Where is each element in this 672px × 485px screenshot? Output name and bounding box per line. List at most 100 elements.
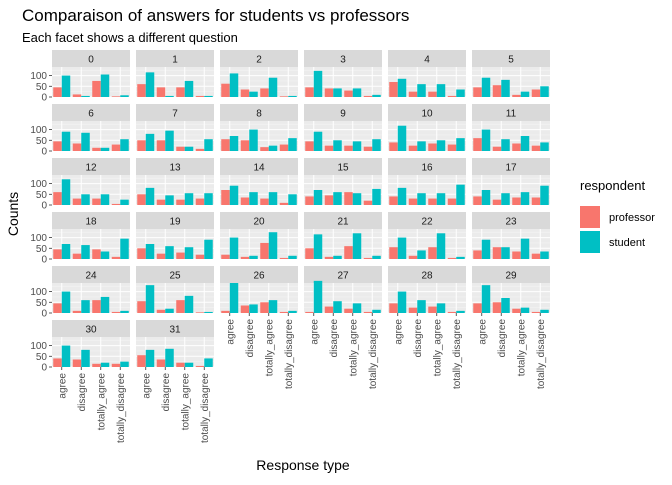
facet-strip (304, 104, 382, 121)
y-tick-label: 50 (36, 136, 48, 147)
facet-strip (472, 212, 550, 229)
bar-professor (221, 139, 230, 151)
bar-student (520, 91, 530, 97)
bar-professor (447, 144, 457, 151)
bar-student (184, 362, 194, 367)
facet-strip (388, 104, 466, 121)
bar-professor (195, 198, 205, 205)
facet-strip (52, 104, 130, 121)
facet-strip (52, 320, 130, 337)
bar-student (145, 72, 155, 97)
bar-professor (221, 190, 230, 205)
x-tick-label: totally_agree (348, 319, 359, 377)
bar-professor (92, 80, 101, 97)
facet-label: 29 (505, 271, 517, 282)
facet-label: 25 (169, 271, 181, 282)
bar-professor (492, 85, 502, 97)
bar-student (333, 255, 342, 259)
bar-student (397, 187, 407, 205)
x-tick-label: totally_agree (264, 319, 275, 377)
facet-label: 3 (340, 55, 346, 66)
bar-professor (408, 307, 418, 313)
legend-key-professor (580, 206, 600, 228)
y-tick-label: 0 (41, 363, 47, 374)
bar-student (481, 77, 491, 97)
bar-student (81, 194, 90, 205)
bar-professor (156, 199, 166, 205)
facet-panel: 31 (136, 320, 214, 368)
facet-strip (52, 50, 130, 67)
bar-student (81, 95, 90, 97)
bar-student (352, 303, 362, 313)
bar-professor (389, 142, 398, 151)
bar-student (372, 139, 381, 151)
bar-student (81, 132, 90, 151)
bar-student (540, 251, 549, 259)
bar-professor (53, 303, 62, 313)
bar-professor (408, 145, 418, 151)
bar-professor (305, 87, 314, 97)
bar-professor (92, 249, 101, 259)
bar-student (372, 188, 381, 205)
bar-student (229, 73, 239, 97)
bar-professor (72, 253, 82, 259)
bar-professor (260, 242, 269, 259)
bar-student (501, 139, 510, 151)
bar-student (145, 244, 155, 259)
bar-professor (512, 251, 521, 259)
bar-student (288, 310, 297, 313)
facet-strip (220, 212, 298, 229)
bar-student (520, 136, 530, 151)
x-tick-label: totally_agree (516, 319, 527, 377)
facet-strip (304, 50, 382, 67)
bar-student (481, 129, 491, 151)
bar-student (313, 280, 323, 313)
bar-professor (428, 306, 437, 313)
bar-professor (447, 95, 457, 97)
bar-professor (408, 255, 418, 259)
bar-student (397, 78, 407, 97)
facet-label: 28 (421, 271, 433, 282)
bar-student (352, 233, 362, 259)
bar-professor (473, 250, 482, 259)
bar-professor (53, 249, 62, 259)
y-tick-label: 0 (41, 201, 47, 212)
bar-student (436, 140, 446, 151)
facet-panel: 9 (304, 104, 382, 152)
bar-student (288, 95, 297, 97)
bar-professor (137, 194, 146, 205)
facet-strip (472, 158, 550, 175)
bar-student (540, 86, 549, 97)
bar-student (120, 139, 129, 151)
facet-label: 22 (421, 217, 433, 228)
facet-panel: 22 (388, 212, 466, 260)
bar-student (456, 184, 465, 205)
x-tick-label: agree (141, 373, 152, 399)
bar-student (61, 244, 71, 259)
bar-professor (531, 89, 541, 97)
bar-student (184, 295, 194, 313)
bar-student (417, 84, 426, 97)
bar-student (268, 77, 278, 97)
facet-strip (220, 158, 298, 175)
bar-professor (72, 94, 82, 97)
bar-student (145, 285, 155, 313)
facet-label: 12 (85, 163, 97, 174)
bar-professor (428, 143, 437, 151)
bar-student (268, 145, 278, 151)
facet-strip (52, 158, 130, 175)
facet-label: 21 (337, 217, 349, 228)
x-tick-label: disagree (497, 319, 508, 358)
bar-student (436, 233, 446, 259)
bar-professor (279, 96, 289, 97)
facet-strip (304, 266, 382, 283)
bar-student (372, 255, 381, 259)
bar-student (100, 296, 110, 313)
bar-student (204, 95, 213, 97)
bar-professor (156, 359, 166, 367)
bar-professor (260, 88, 269, 97)
